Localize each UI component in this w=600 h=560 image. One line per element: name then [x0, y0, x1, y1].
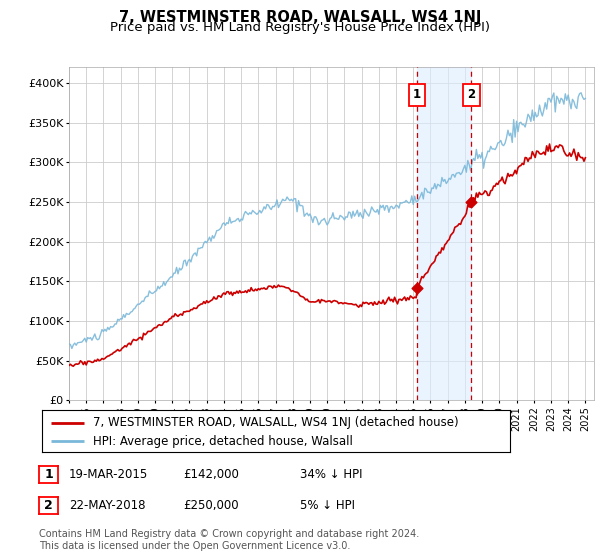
Point [412, 283, 422, 292]
Text: £250,000: £250,000 [183, 498, 239, 512]
Text: 7, WESTMINSTER ROAD, WALSALL, WS4 1NJ (detached house): 7, WESTMINSTER ROAD, WALSALL, WS4 1NJ (d… [94, 416, 459, 429]
Text: 1: 1 [44, 468, 53, 482]
Text: Contains HM Land Registry data © Crown copyright and database right 2024.
This d: Contains HM Land Registry data © Crown c… [39, 529, 419, 551]
Text: 5% ↓ HPI: 5% ↓ HPI [300, 498, 355, 512]
Text: 19-MAR-2015: 19-MAR-2015 [69, 468, 148, 482]
Text: 34% ↓ HPI: 34% ↓ HPI [300, 468, 362, 482]
Bar [417, 67, 472, 400]
Text: 7, WESTMINSTER ROAD, WALSALL, WS4 1NJ: 7, WESTMINSTER ROAD, WALSALL, WS4 1NJ [119, 10, 481, 25]
Text: 1: 1 [413, 88, 421, 101]
Text: 22-MAY-2018: 22-MAY-2018 [69, 498, 146, 512]
Point [467, 198, 476, 207]
Text: Price paid vs. HM Land Registry's House Price Index (HPI): Price paid vs. HM Land Registry's House … [110, 21, 490, 34]
Text: £142,000: £142,000 [183, 468, 239, 482]
Text: HPI: Average price, detached house, Walsall: HPI: Average price, detached house, Wals… [94, 435, 353, 448]
Text: 2: 2 [467, 88, 476, 101]
Text: 2: 2 [44, 498, 53, 512]
